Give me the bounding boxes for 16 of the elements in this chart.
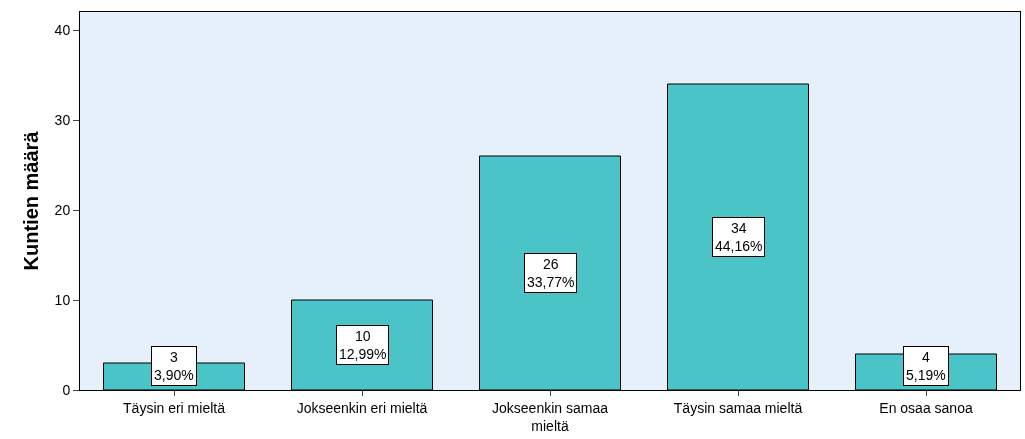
data-label: 4 5,19% (906, 349, 946, 384)
y-tick-label: 40 (54, 21, 71, 38)
data-label: 26 33,77% (527, 256, 575, 291)
y-tick-label: 10 (54, 291, 71, 308)
data-label: 3 3,90% (154, 349, 194, 384)
y-axis-title: Kuntien määrä (20, 130, 43, 271)
data-label: 34 44,16% (715, 220, 763, 255)
data-label: 10 12,99% (339, 328, 387, 363)
x-tick-label: Jokseenkin samaa mieltä (492, 399, 609, 434)
x-tick-label: Täysin samaa mieltä (673, 399, 803, 416)
y-tick-label: 20 (54, 201, 71, 218)
y-tick-label: 30 (54, 111, 71, 128)
x-tick-label: Täysin eri mieltä (123, 399, 226, 416)
y-tick-label: 0 (62, 381, 71, 398)
x-tick-label: En osaa sanoa (879, 399, 973, 416)
x-tick-label: Jokseenkin eri mieltä (296, 399, 428, 416)
